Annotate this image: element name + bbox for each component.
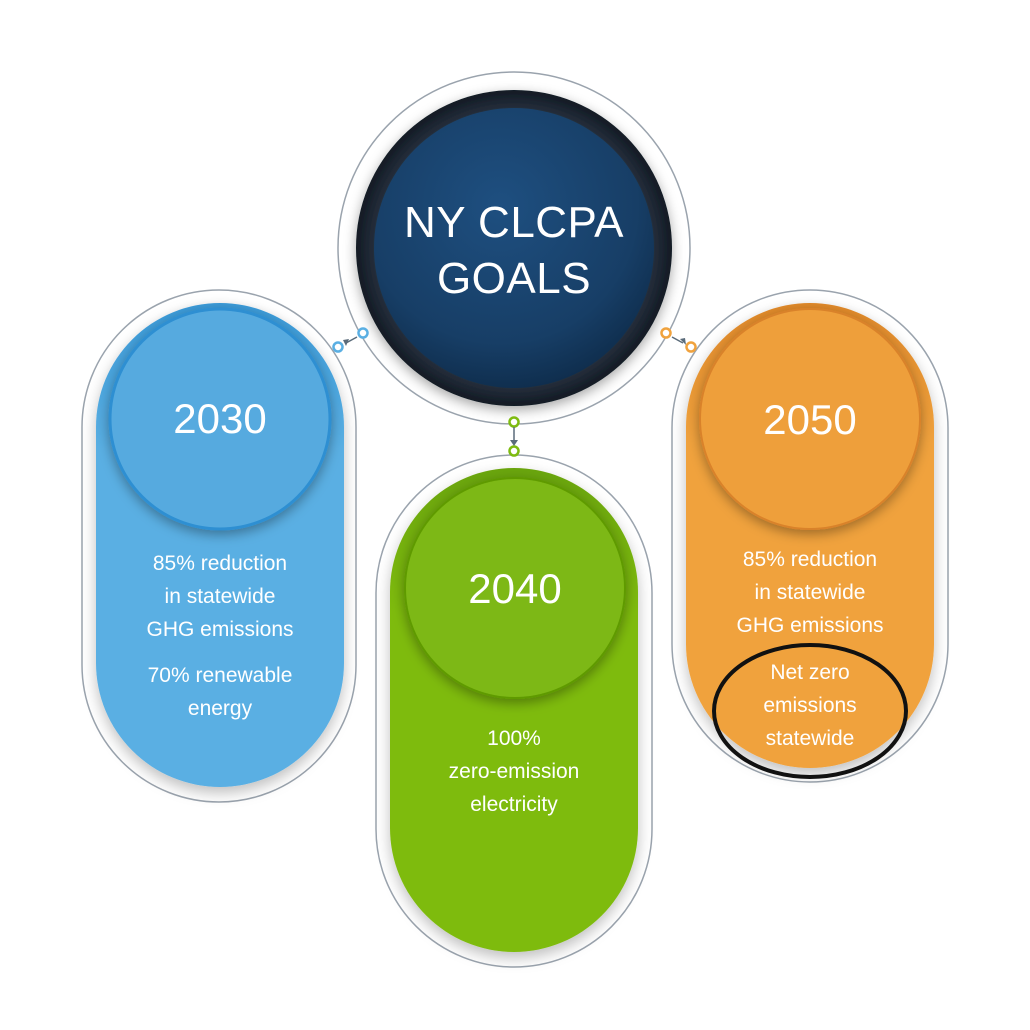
goal-card-2040 [375, 454, 653, 968]
goal-line: electricity [470, 793, 558, 816]
goal-text-2030-b: 70% renewable energy [100, 659, 340, 725]
hub [337, 71, 691, 425]
goal-card-2050 [671, 289, 949, 783]
goal-line: energy [187, 697, 253, 720]
year-label-2050: 2050 [763, 396, 857, 443]
goal-line: emissions [763, 694, 857, 717]
goal-line: 85% reduction [152, 552, 288, 575]
connector-2040 [508, 416, 520, 457]
goal-text-2050-a: 85% reduction in statewide GHG emissions [690, 543, 930, 642]
year-circle [699, 308, 921, 530]
goal-text-2030-a: 85% reduction in statewide GHG emissions [100, 547, 340, 646]
goal-line: 85% reduction [742, 548, 878, 571]
goal-line: in statewide [164, 585, 276, 608]
hub-title-line-1: NY CLCPA [403, 198, 624, 247]
connector-2030 [332, 327, 369, 353]
year-label-2030: 2030 [173, 395, 267, 442]
hub-inner-circle [374, 108, 654, 388]
highlight-circle [712, 643, 908, 779]
connector-2050 [660, 327, 697, 353]
goal-text-2050-b: Net zero emissions statewide [690, 656, 930, 755]
year-label-2040: 2040 [468, 565, 562, 612]
hub-title: NY CLCPA GOALS [384, 195, 644, 307]
goal-line: zero-emission [448, 760, 580, 783]
goal-card-2030 [81, 289, 357, 803]
year-circle [108, 307, 332, 531]
goal-text-2040: 100% zero-emission electricity [394, 722, 634, 821]
goal-line: statewide [765, 727, 855, 750]
goal-line: GHG emissions [736, 614, 884, 637]
goal-line: 70% renewable [147, 664, 293, 687]
goal-line: GHG emissions [146, 618, 294, 641]
goal-line: in statewide [754, 581, 866, 604]
year-circle [404, 477, 626, 699]
hub-title-line-2: GOALS [436, 254, 592, 303]
goal-line: Net zero [770, 661, 850, 684]
goal-line: 100% [487, 727, 541, 750]
